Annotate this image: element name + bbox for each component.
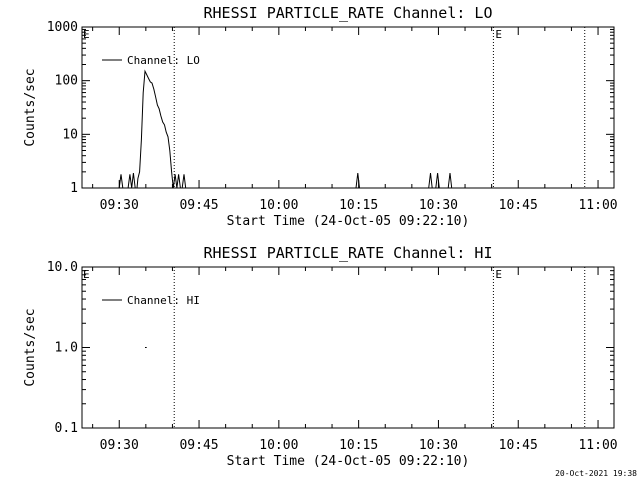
x-tick-label: 10:30 (419, 198, 458, 213)
y-tick-label: 1000 (47, 20, 78, 35)
panel-lo: RHESSI PARTICLE_RATE Channel: LO Counts/s… (23, 4, 618, 229)
x-tick-label: 10:45 (499, 438, 538, 453)
x-tick-label: 09:45 (179, 438, 218, 453)
y-tick-label: 100 (55, 74, 78, 89)
y-tick-label: 1 (70, 181, 78, 196)
y-tick-label: 10.0 (47, 260, 78, 275)
y-axis-label: Counts/sec (23, 68, 38, 146)
legend-label: Channel: HI (127, 294, 200, 307)
legend-label: Channel: LO (127, 54, 200, 67)
x-tick-label: 10:00 (259, 438, 298, 453)
x-tick-label: 11:00 (578, 438, 617, 453)
series-line (118, 69, 453, 189)
x-tick-label: 10:15 (339, 198, 378, 213)
x-tick-label: 11:00 (578, 198, 617, 213)
x-tick-label: 09:30 (100, 438, 139, 453)
x-axis-label: Start Time (24-Oct-05 09:22:10) (227, 454, 470, 469)
panel-hi: RHESSI PARTICLE_RATE Channel: HI Counts/s… (23, 244, 618, 469)
chart-title: RHESSI PARTICLE_RATE Channel: LO (204, 4, 493, 22)
x-tick-label: 10:30 (419, 438, 458, 453)
event-marker-label: E (495, 28, 502, 41)
event-marker-label: E (495, 268, 502, 281)
x-tick-label: 10:15 (339, 438, 378, 453)
x-axis-label: Start Time (24-Oct-05 09:22:10) (227, 214, 470, 229)
left-edge-event-label: E (83, 28, 90, 41)
footer-timestamp: 20-Oct-2021 19:38 (555, 469, 637, 478)
x-tick-label: 10:00 (259, 198, 298, 213)
left-edge-event-label: E (83, 268, 90, 281)
y-tick-label: 0.1 (55, 421, 78, 436)
y-tick-label: 1.0 (55, 341, 78, 356)
x-tick-label: 09:30 (100, 198, 139, 213)
x-tick-label: 09:45 (179, 198, 218, 213)
x-tick-label: 10:45 (499, 198, 538, 213)
chart-title: RHESSI PARTICLE_RATE Channel: HI (204, 244, 493, 262)
y-axis-label: Counts/sec (23, 308, 38, 386)
y-tick-label: 10 (62, 127, 78, 142)
